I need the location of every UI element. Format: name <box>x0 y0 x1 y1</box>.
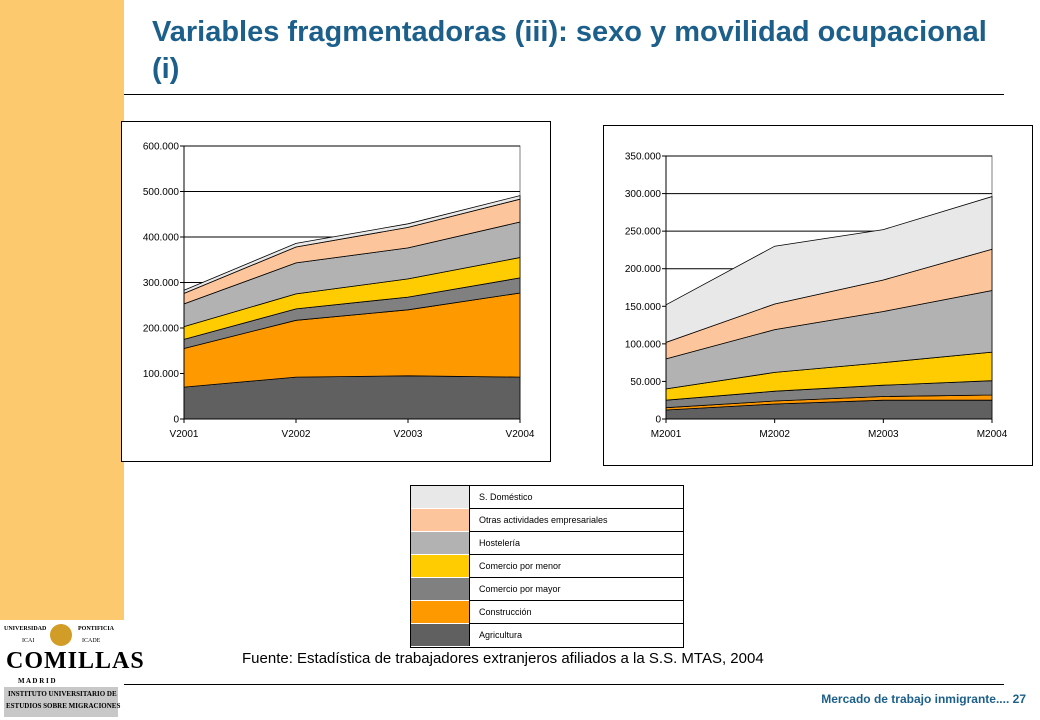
y-tick-label: 300.000 <box>143 278 180 289</box>
slide-title: Variables fragmentadoras (iii): sexo y m… <box>152 16 987 85</box>
area-series-s-domestico <box>183 195 521 294</box>
y-tick-label: 400.000 <box>143 233 180 244</box>
source-note: Fuente: Estadística de trabajadores extr… <box>242 650 764 667</box>
y-tick-label: 600.000 <box>143 142 180 153</box>
y-tick-label: 500.000 <box>143 187 180 198</box>
x-tick-label: V2004 <box>506 429 535 440</box>
legend-item-comercio-por-mayor: Comercio por mayor <box>411 578 683 601</box>
y-tick-label: 250.000 <box>625 227 662 238</box>
footer-rule <box>124 684 1004 685</box>
legend-separator <box>469 600 683 601</box>
logo-line4: INSTITUTO UNIVERSITARIO DE <box>8 690 117 698</box>
legend-swatch <box>411 509 470 531</box>
logo-line2-right: ICADE <box>82 638 101 644</box>
university-logo: UNIVERSIDAD PONTIFICIA ICAI ICADE COMILL… <box>0 620 144 720</box>
chart-m-svg: 0 50.000 100.000 150.000 200.000 250.000 300.0… <box>625 152 1008 441</box>
y-tick-label: 200.000 <box>143 324 180 335</box>
legend-label: Construcción <box>479 607 532 617</box>
legend-separator <box>469 554 683 555</box>
legend-swatch <box>411 555 470 577</box>
legend-label: Hostelería <box>479 538 521 548</box>
legend-separator <box>469 623 683 624</box>
x-tick-label: V2003 <box>394 429 423 440</box>
legend-item-agricultura: Agricultura <box>411 624 683 647</box>
y-tick-label: 0 <box>173 415 179 426</box>
legend-item-construccion: Construcción <box>411 601 683 624</box>
y-tick-label: 150.000 <box>625 302 662 313</box>
logo-city: M A D R I D <box>18 677 56 685</box>
logo-name: COMILLAS <box>6 648 145 674</box>
logo-line1-left: UNIVERSIDAD <box>4 626 47 632</box>
y-tick-label: 100.000 <box>625 339 662 350</box>
x-tick-label: M2003 <box>868 429 899 440</box>
legend-item-hosteleria: Hostelería <box>411 532 683 555</box>
y-tick-label: 0 <box>655 415 661 426</box>
legend-swatch <box>411 486 470 508</box>
page-footer: Mercado de trabajo inmigrante.... 27 <box>821 692 1026 706</box>
logo-line1-right: PONTIFICIA <box>78 626 115 632</box>
legend-label: Comercio por menor <box>479 561 562 571</box>
x-tick-label: M2004 <box>977 429 1008 440</box>
y-tick-label: 300.000 <box>625 189 662 200</box>
chart-m-area: 0 50.000 100.000 150.000 200.000 250.000 300.0… <box>603 125 1033 466</box>
chart-legend: S. Doméstico Otras actividades empresaria… <box>410 485 684 648</box>
legend-item-comercio-por-menor: Comercio por menor <box>411 555 683 578</box>
sidebar-band <box>0 0 124 720</box>
title-rule <box>124 94 1004 95</box>
area-series-s-domestico <box>665 196 993 343</box>
logo-seal-icon <box>50 624 72 646</box>
legend-label: Agricultura <box>479 630 523 640</box>
legend-label: S. Doméstico <box>479 492 533 502</box>
legend-swatch <box>411 578 470 600</box>
legend-label: Otras actividades empresariales <box>479 515 608 525</box>
y-tick-label: 200.000 <box>625 264 662 275</box>
logo-line2-left: ICAI <box>22 638 35 644</box>
y-tick-label: 50.000 <box>630 377 661 388</box>
legend-separator <box>469 531 683 532</box>
legend-separator <box>469 577 683 578</box>
x-tick-label: V2002 <box>282 429 311 440</box>
logo-line5: ESTUDIOS SOBRE MIGRACIONES <box>6 702 121 710</box>
legend-item-otras-actividades-empresariales: Otras actividades empresariales <box>411 509 683 532</box>
x-tick-label: M2001 <box>651 429 682 440</box>
legend-item-s-domestico: S. Doméstico <box>411 486 683 509</box>
chart-v-svg: 0 100.000 200.000 300.000 400.000 500.000 600.… <box>143 142 535 441</box>
x-tick-label: M2002 <box>759 429 790 440</box>
y-tick-label: 100.000 <box>143 369 180 380</box>
x-tick-label: V2001 <box>170 429 199 440</box>
logo-institute-band: INSTITUTO UNIVERSITARIO DE ESTUDIOS SOBR… <box>4 687 121 717</box>
chart-v-area: 0 100.000 200.000 300.000 400.000 500.000 600.… <box>121 121 551 462</box>
legend-label: Comercio por mayor <box>479 584 561 594</box>
legend-swatch <box>411 532 470 554</box>
legend-separator <box>469 508 683 509</box>
y-tick-label: 350.000 <box>625 152 662 163</box>
legend-swatch <box>411 624 470 646</box>
legend-swatch <box>411 601 470 623</box>
